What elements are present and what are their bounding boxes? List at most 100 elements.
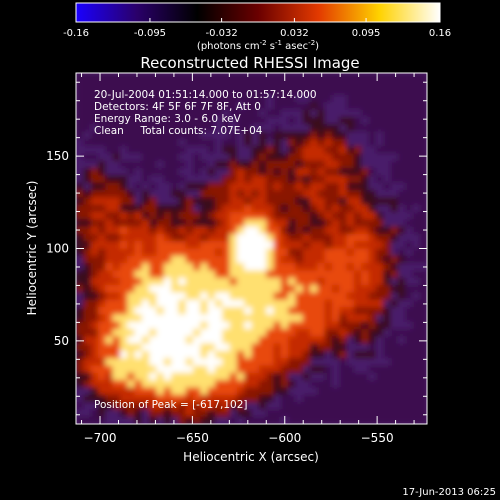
heatmap-cell: [324, 153, 333, 162]
heatmap-cell: [295, 131, 304, 140]
heatmap-cell: [236, 409, 245, 418]
heatmap-cell: [214, 197, 223, 206]
heatmap-cell: [397, 204, 406, 213]
heatmap-cell: [361, 124, 370, 133]
heatmap-cell: [361, 175, 370, 184]
heatmap-cell: [368, 153, 377, 162]
heatmap-cell: [163, 109, 172, 118]
heatmap-cell: [112, 80, 121, 89]
heatmap-cell: [149, 263, 158, 272]
heatmap-cell: [331, 219, 340, 228]
heatmap-cell: [229, 131, 238, 140]
heatmap-cell: [288, 277, 296, 286]
heatmap-cell: [324, 285, 333, 293]
heatmap-cell: [310, 292, 318, 301]
heatmap-cell: [119, 146, 128, 155]
heatmap-cell: [405, 175, 413, 184]
heatmap-cell: [222, 307, 231, 315]
heatmap-cell: [331, 343, 340, 352]
heatmap-cell: [149, 299, 158, 308]
heatmap-cell: [331, 292, 340, 301]
heatmap-cell: [251, 343, 260, 352]
heatmap-cell: [127, 197, 136, 206]
heatmap-cell: [324, 292, 333, 301]
heatmap-cell: [229, 314, 238, 323]
heatmap-cell: [156, 328, 165, 337]
heatmap-cell: [266, 380, 275, 389]
heatmap-cell: [214, 409, 223, 418]
heatmap-cell: [361, 328, 370, 337]
heatmap-cell: [119, 358, 128, 367]
heatmap-cell: [258, 116, 267, 125]
heatmap-cell: [141, 299, 150, 308]
heatmap-cell: [280, 358, 289, 367]
heatmap-cell: [149, 277, 158, 286]
heatmap-cell: [119, 197, 128, 206]
heatmap-cell: [273, 255, 282, 264]
heatmap-cell: [419, 255, 427, 264]
heatmap-cell: [156, 336, 165, 345]
heatmap-cell: [244, 160, 253, 169]
heatmap-cell: [97, 182, 106, 191]
heatmap-cell: [105, 394, 114, 403]
heatmap-cell: [368, 233, 377, 242]
heatmap-cell: [214, 248, 223, 257]
heatmap-cell: [251, 138, 260, 147]
heatmap-cell: [317, 402, 326, 410]
heatmap-cell: [127, 80, 136, 89]
heatmap-cell: [171, 372, 179, 381]
heatmap-cell: [405, 168, 413, 176]
heatmap-cell: [375, 219, 384, 228]
heatmap-cell: [156, 182, 165, 191]
heatmap-cell: [331, 314, 340, 323]
heatmap-cell: [419, 292, 427, 301]
heatmap-cell: [171, 343, 179, 352]
heatmap-cell: [288, 241, 296, 250]
heatmap-cell: [397, 241, 406, 250]
heatmap-cell: [171, 80, 179, 89]
heatmap-cell: [383, 307, 392, 315]
heatmap-cell: [193, 233, 201, 242]
heatmap-cell: [266, 160, 275, 169]
heatmap-cell: [361, 233, 370, 242]
heatmap-cell: [193, 146, 201, 155]
heatmap-cell: [361, 402, 370, 410]
heatmap-cell: [193, 248, 201, 257]
heatmap-cell: [236, 190, 245, 198]
heatmap-cell: [76, 328, 84, 337]
heatmap-cell: [229, 102, 238, 111]
heatmap-cell: [83, 241, 92, 250]
heatmap-cell: [127, 285, 136, 293]
heatmap-cell: [112, 160, 121, 169]
heatmap-cell: [258, 336, 267, 345]
heatmap-cell: [76, 336, 84, 345]
heatmap-cell: [244, 175, 253, 184]
heatmap-cell: [119, 292, 128, 301]
heatmap-cell: [295, 277, 304, 286]
heatmap-cell: [280, 307, 289, 315]
heatmap-cell: [331, 226, 340, 235]
heatmap-cell: [405, 248, 413, 257]
heatmap-cell: [273, 336, 282, 345]
heatmap-cell: [193, 343, 201, 352]
heatmap-cell: [119, 116, 128, 125]
heatmap-cell: [346, 343, 355, 352]
heatmap-cell: [302, 87, 311, 96]
heatmap-cell: [214, 321, 223, 330]
heatmap-cell: [331, 160, 340, 169]
heatmap-cell: [214, 124, 223, 133]
heatmap-cell: [258, 321, 267, 330]
heatmap-cell: [346, 138, 355, 147]
heatmap-cell: [361, 204, 370, 213]
heatmap-cell: [390, 219, 399, 228]
heatmap-cell: [83, 307, 92, 315]
heatmap-cell: [105, 255, 114, 264]
heatmap-cell: [405, 197, 413, 206]
heatmap-cell: [266, 233, 275, 242]
heatmap-cell: [149, 138, 158, 147]
heatmap-cell: [331, 80, 340, 89]
heatmap-cell: [76, 160, 84, 169]
heatmap-cell: [214, 402, 223, 410]
heatmap-cell: [273, 307, 282, 315]
heatmap-cell: [193, 190, 201, 198]
